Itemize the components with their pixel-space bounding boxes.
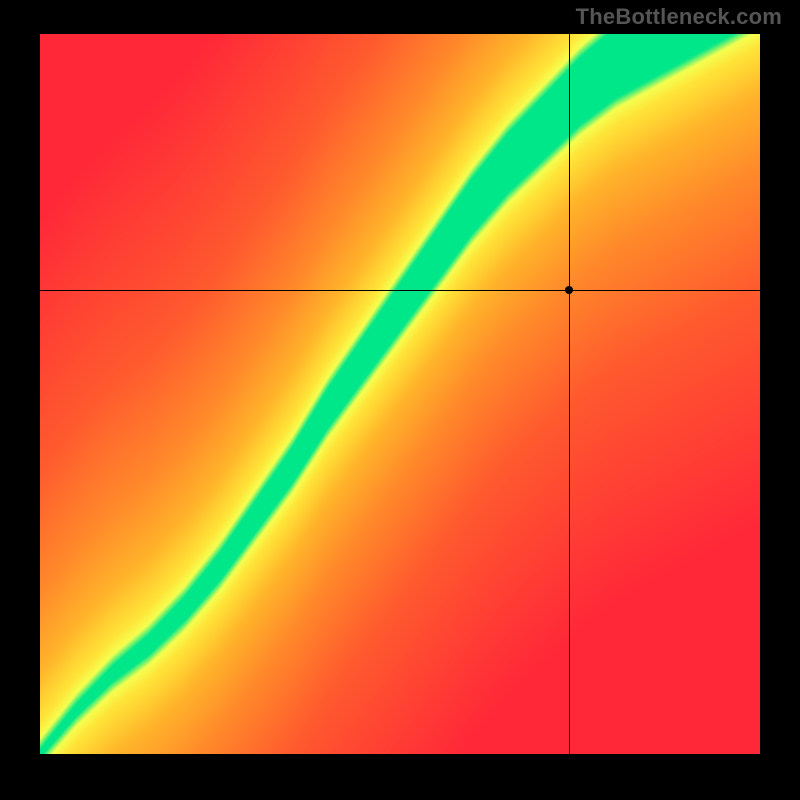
crosshair-horizontal: [40, 290, 760, 291]
crosshair-marker: [565, 286, 573, 294]
heatmap-canvas: [40, 34, 760, 754]
chart-container: TheBottleneck.com: [0, 0, 800, 800]
crosshair-vertical: [569, 34, 570, 754]
watermark-text: TheBottleneck.com: [576, 4, 782, 30]
plot-area: [40, 34, 760, 754]
